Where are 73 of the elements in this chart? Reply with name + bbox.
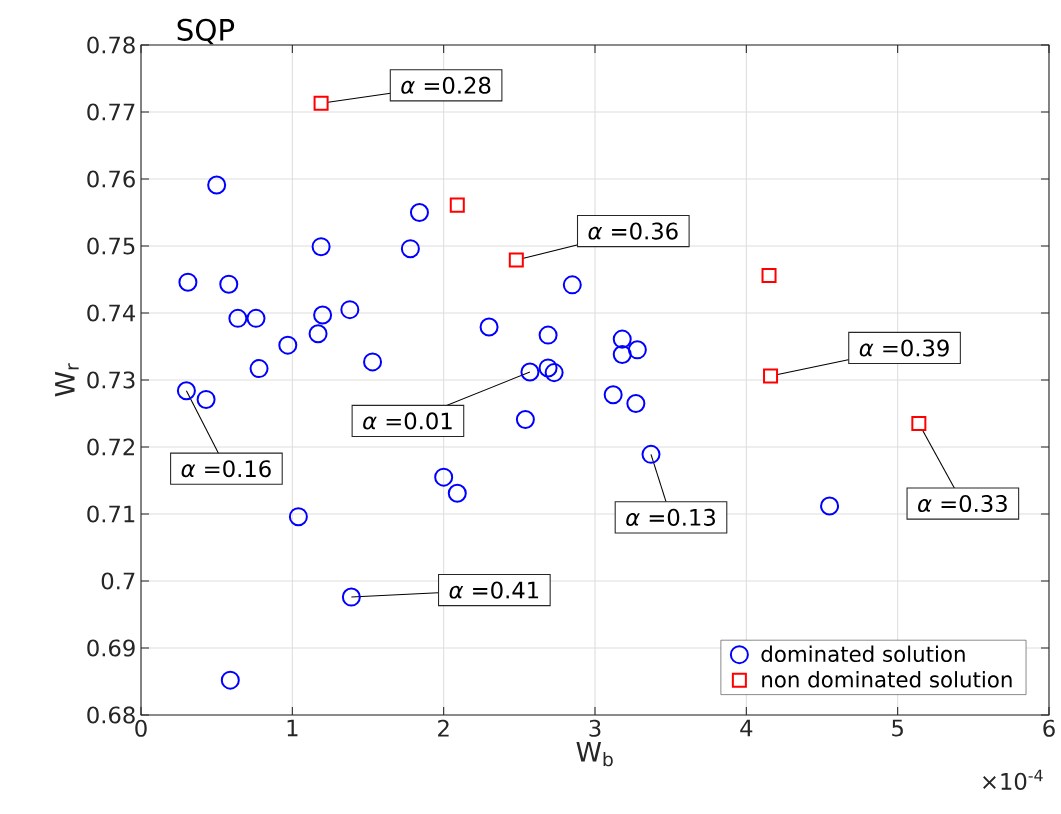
point <box>313 305 333 325</box>
point <box>400 239 420 259</box>
y-tick-label: 0.71 <box>87 505 135 523</box>
annotation: α =0.01 <box>363 412 452 430</box>
y-tick-label: 0.72 <box>87 438 135 456</box>
x-tick-label: 1 <box>287 719 298 737</box>
point <box>641 444 661 464</box>
point <box>911 416 927 432</box>
point <box>761 267 777 283</box>
annotation: α =0.33 <box>918 494 1007 513</box>
point <box>220 670 240 690</box>
point <box>612 329 632 349</box>
x-tick-label: 0 <box>135 719 147 737</box>
point <box>479 317 499 337</box>
x-axis-title: W$_{b}$ <box>576 742 613 767</box>
point <box>434 467 454 487</box>
point <box>449 197 465 213</box>
point <box>288 507 308 527</box>
point <box>219 274 239 294</box>
x-tick-label: 5 <box>892 719 903 737</box>
point <box>311 237 331 257</box>
point <box>228 308 248 328</box>
x-tick-label: 3 <box>589 719 601 737</box>
y-tick-label: 0.68 <box>87 706 135 724</box>
point <box>409 202 429 222</box>
point <box>538 325 558 345</box>
point <box>626 393 646 413</box>
point <box>603 385 623 405</box>
point <box>544 363 564 383</box>
x-tick-label: 2 <box>438 719 449 737</box>
point <box>763 368 779 384</box>
point <box>363 352 383 372</box>
point <box>178 272 198 292</box>
point <box>562 275 582 295</box>
point <box>313 95 329 111</box>
annotation: α =0.39 <box>859 339 949 357</box>
point <box>308 324 328 344</box>
y-axis-title: W$_{r}$ <box>55 363 79 397</box>
annotation: α =0.28 <box>401 76 491 94</box>
point <box>520 362 540 382</box>
point <box>278 335 298 355</box>
point <box>627 340 647 360</box>
annotation: α =0.36 <box>588 222 678 240</box>
point <box>246 308 266 328</box>
point <box>612 345 632 365</box>
y-tick-label: 0.73 <box>87 371 135 389</box>
point <box>341 587 361 607</box>
point <box>447 483 467 503</box>
y-tick-label: 0.75 <box>87 237 135 255</box>
point <box>196 389 216 409</box>
y-tick-label: 0.69 <box>87 639 135 657</box>
point <box>538 358 558 378</box>
point <box>508 252 524 268</box>
text: ×10$^{-4}$ <box>983 769 1043 790</box>
point <box>515 410 535 430</box>
y-tick-label: 0.74 <box>87 304 136 322</box>
legend-label: non dominated solution <box>762 671 1012 688</box>
point <box>176 381 196 401</box>
point <box>340 300 360 320</box>
y-tick-label: 0.77 <box>87 103 135 121</box>
point <box>820 496 840 516</box>
annotation: α =0.13 <box>626 508 715 526</box>
legend-label: dominated solution <box>761 645 965 663</box>
x-tick-label: 4 <box>740 719 753 737</box>
x-tick-label: 6 <box>1043 719 1055 737</box>
point <box>249 359 269 379</box>
annotation: α =0.16 <box>181 460 271 478</box>
point <box>207 175 227 195</box>
y-tick-label: 0.78 <box>87 36 135 54</box>
y-tick-label: 0.7 <box>101 572 135 590</box>
chart-title: SQP <box>177 18 235 45</box>
annotation: α =0.41 <box>449 581 539 599</box>
y-tick-label: 0.76 <box>87 170 135 188</box>
